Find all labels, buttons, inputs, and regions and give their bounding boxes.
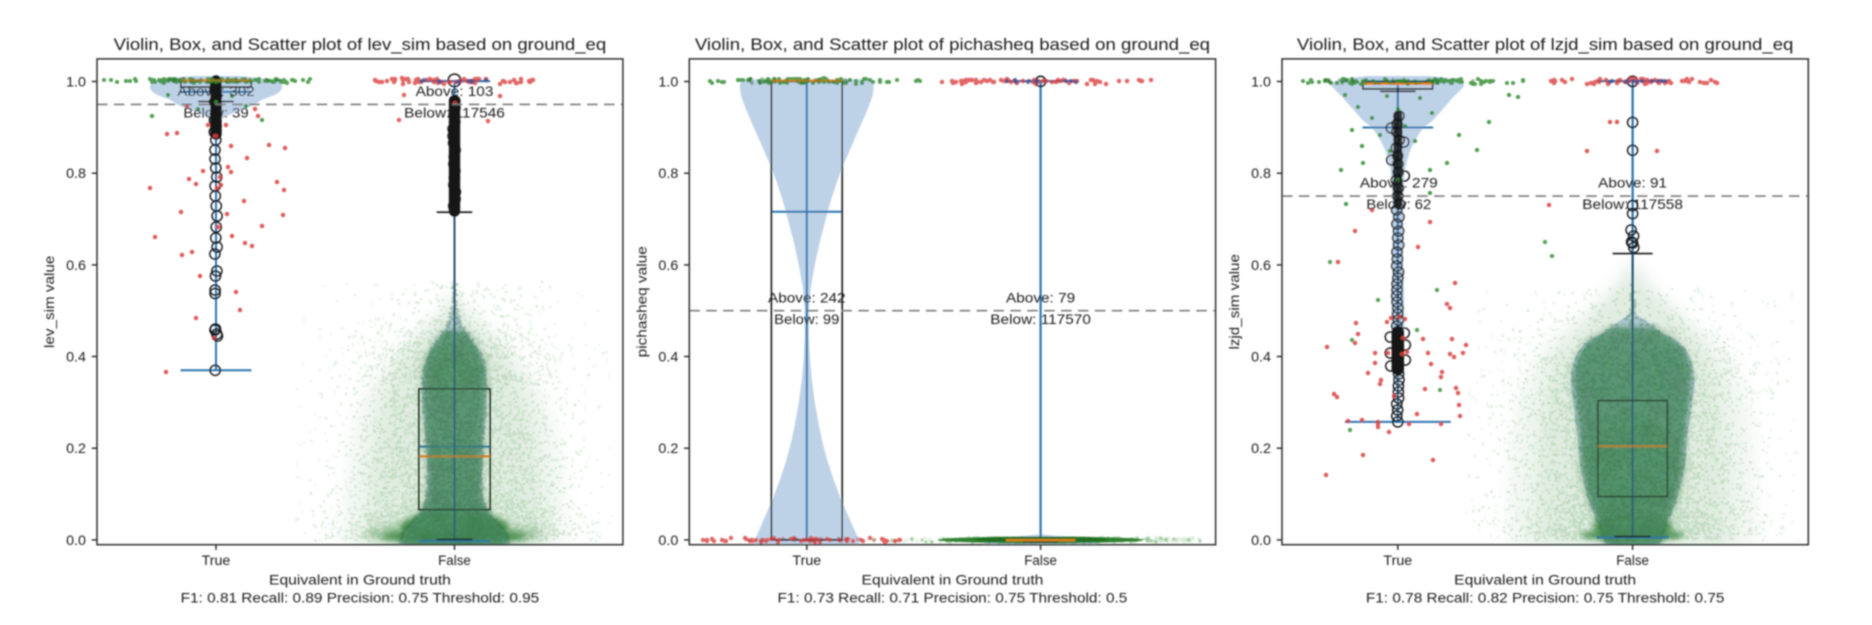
svg-text:0.0: 0.0	[66, 532, 86, 548]
svg-text:False: False	[1616, 552, 1649, 568]
svg-text:lev_sim value: lev_sim value	[41, 255, 57, 348]
svg-text:Violin, Box, and Scatter plot: Violin, Box, and Scatter plot of lev_sim…	[114, 35, 607, 54]
svg-text:False: False	[438, 552, 471, 568]
svg-text:0.4: 0.4	[1251, 348, 1271, 364]
svg-text:Violin, Box, and Scatter plot: Violin, Box, and Scatter plot of lzjd_si…	[1297, 35, 1794, 54]
svg-text:lzjd_sim value: lzjd_sim value	[1226, 254, 1242, 350]
svg-text:pichasheq value: pichasheq value	[633, 246, 649, 357]
svg-text:Above: 302: Above: 302	[177, 83, 255, 99]
svg-text:1.0: 1.0	[658, 73, 678, 89]
svg-text:0.2: 0.2	[658, 440, 678, 456]
svg-text:0.4: 0.4	[658, 348, 678, 364]
svg-text:Above: 103: Above: 103	[416, 83, 494, 99]
svg-text:Below: 62: Below: 62	[1366, 196, 1431, 212]
svg-text:Equivalent in Ground truth: Equivalent in Ground truth	[862, 572, 1044, 588]
svg-text:Below: 117558: Below: 117558	[1582, 196, 1683, 212]
svg-text:Violin, Box, and Scatter plot: Violin, Box, and Scatter plot of pichash…	[695, 35, 1210, 54]
svg-text:0.2: 0.2	[1251, 440, 1271, 456]
svg-text:0.2: 0.2	[66, 440, 86, 456]
svg-text:0.6: 0.6	[1251, 257, 1271, 273]
svg-text:0.8: 0.8	[1251, 165, 1271, 181]
svg-text:0.0: 0.0	[658, 532, 678, 548]
svg-text:F1: 0.73 Recall: 0.71 Precisio: F1: 0.73 Recall: 0.71 Precision: 0.75 Th…	[778, 589, 1128, 605]
svg-text:Above: 279: Above: 279	[1360, 175, 1438, 191]
svg-text:True: True	[792, 552, 821, 568]
svg-text:Below: 117570: Below: 117570	[990, 311, 1091, 327]
svg-text:0.4: 0.4	[66, 348, 86, 364]
svg-text:0.0: 0.0	[1251, 532, 1271, 548]
svg-text:True: True	[1383, 552, 1412, 568]
svg-text:1.0: 1.0	[66, 73, 86, 89]
svg-text:Below: 99: Below: 99	[774, 311, 840, 327]
svg-text:False: False	[1024, 552, 1057, 568]
svg-text:Above: 79: Above: 79	[1006, 289, 1075, 305]
svg-text:Above: 91: Above: 91	[1598, 175, 1667, 191]
svg-text:True: True	[202, 552, 231, 568]
svg-text:Below: 39: Below: 39	[183, 105, 249, 121]
svg-text:F1: 0.78 Recall: 0.82 Precisio: F1: 0.78 Recall: 0.82 Precision: 0.75 Th…	[1366, 589, 1725, 605]
svg-text:0.8: 0.8	[66, 165, 86, 181]
svg-text:Equivalent in Ground truth: Equivalent in Ground truth	[1454, 572, 1636, 588]
svg-text:Above: 242: Above: 242	[768, 289, 846, 305]
svg-text:Equivalent in Ground truth: Equivalent in Ground truth	[269, 572, 451, 588]
svg-text:F1: 0.81 Recall: 0.89 Precisio: F1: 0.81 Recall: 0.89 Precision: 0.75 Th…	[181, 589, 540, 605]
svg-text:Below: 117546: Below: 117546	[404, 105, 505, 121]
svg-text:0.6: 0.6	[66, 257, 86, 273]
svg-text:0.6: 0.6	[658, 257, 678, 273]
svg-text:1.0: 1.0	[1251, 73, 1271, 89]
svg-text:0.8: 0.8	[658, 165, 678, 181]
